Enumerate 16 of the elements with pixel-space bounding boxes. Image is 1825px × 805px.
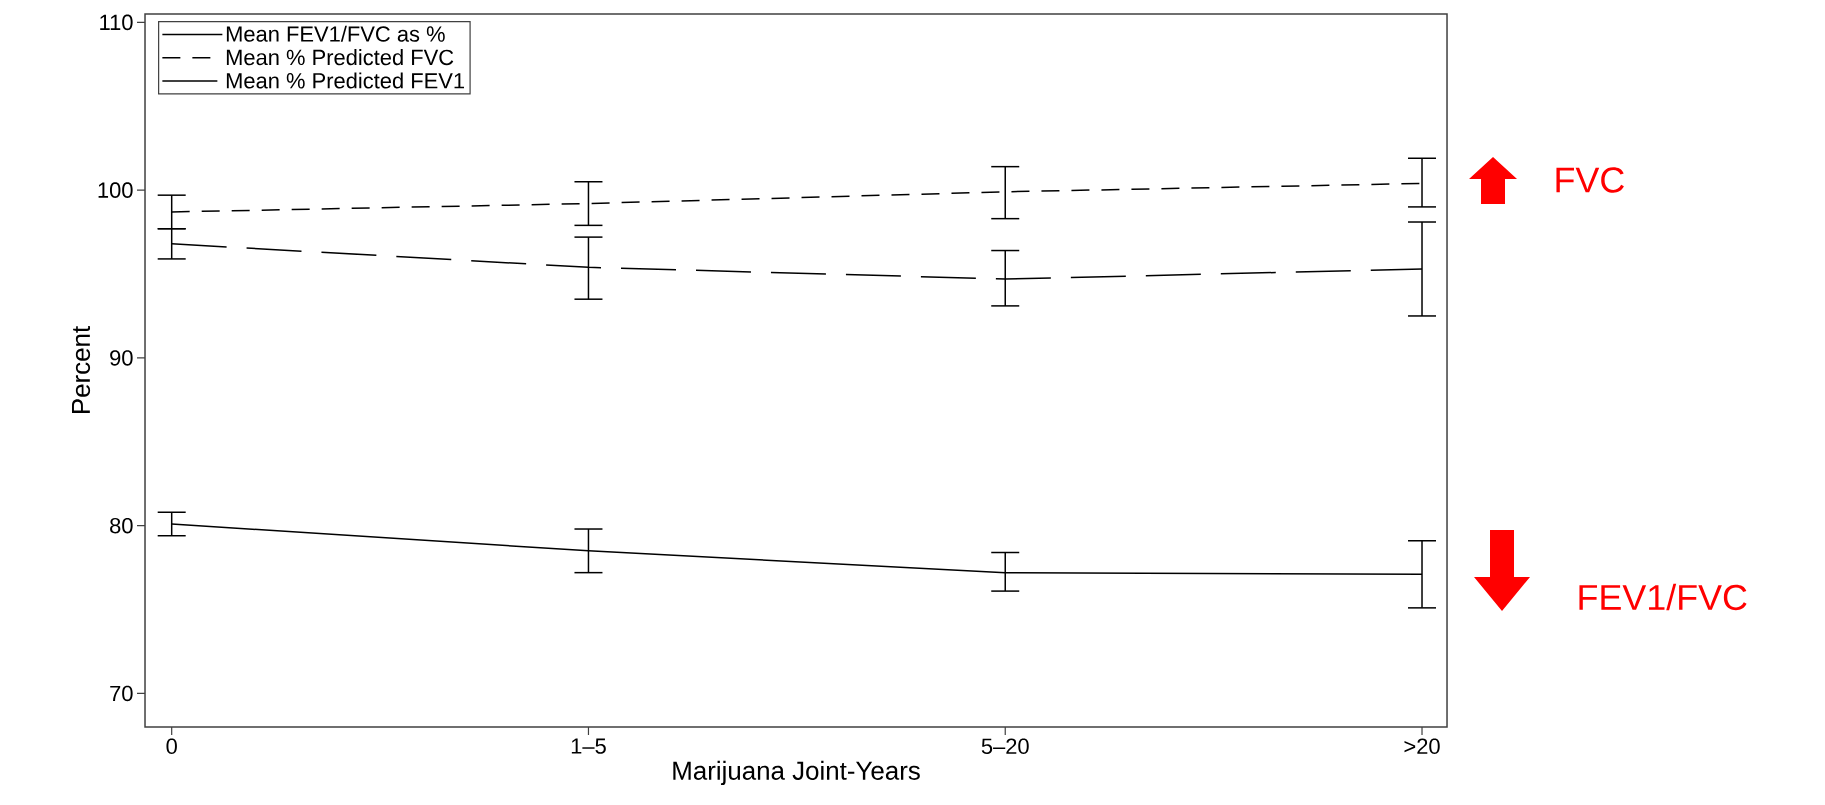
x-tick-label: >20 [1404,738,1440,755]
legend-label: Mean % Predicted FVC [226,49,454,66]
legend-label: Mean FEV1/FVC as % [226,25,445,42]
y-axis-title: Percent [72,326,91,413]
text: FEV1/FVC [1579,583,1747,611]
y-tick-label: 80 [110,517,133,534]
x-tick-label: 5–20 [981,738,1029,755]
y-tick-label: 90 [110,350,133,366]
x-tick-label: 0 [166,738,177,755]
legend-label: Mean % Predicted FEV1 [226,72,464,89]
y-tick-label: 100 [98,182,133,198]
y-tick-label: 110 [100,14,133,31]
x-tick-label: 1–5 [571,738,606,754]
x-axis-title: Marijuana Joint-Years [673,760,920,786]
text: FVC [1556,167,1624,193]
y-tick-label: 70 [110,685,133,702]
